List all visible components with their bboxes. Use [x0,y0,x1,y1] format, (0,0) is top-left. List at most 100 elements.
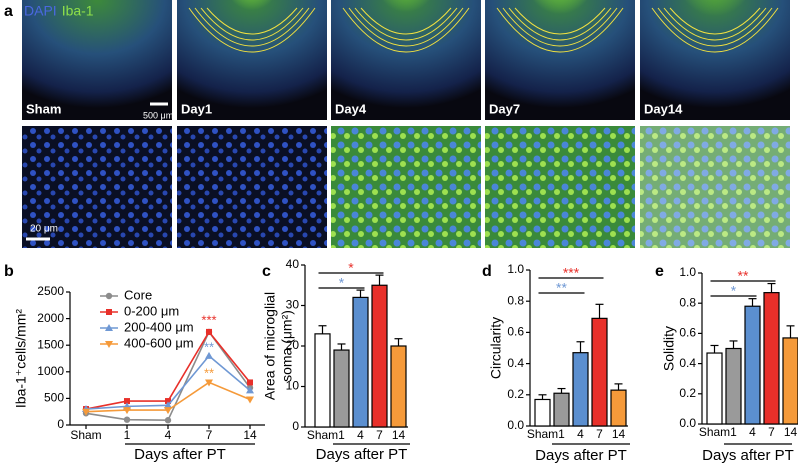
micrograph-bottom [177,126,327,248]
point [123,407,131,415]
x-tick-label: 1 [558,427,565,441]
lesion [671,0,759,60]
x-axis-label: Days after PT [535,447,627,464]
micrograph-top [22,0,172,120]
stain-label: Iba-1 [62,3,94,19]
y-axis-label: Circularity [488,317,504,379]
y-tick-label: 1.0 [507,262,524,276]
panel-name: Day14 [644,101,683,116]
roi-contour [348,7,464,47]
x-tick-label: Sham [307,428,338,442]
y-axis-label: Area of microglial [262,292,278,400]
lesion [522,0,598,50]
significance-label: ** [556,280,567,296]
x-tick-label: 14 [612,427,626,441]
bar [572,352,589,427]
y-axis-label: Iba-1⁺cells/mm² [13,309,29,409]
y-tick-label: 2500 [37,284,64,298]
panel-label: a [4,3,13,20]
annotation: ** [204,365,214,380]
x-axis-label: Days after PT [316,446,408,463]
y-tick-label: 0.4 [679,356,696,370]
panel-label: d [482,263,492,280]
scale-label: 500 μm [143,110,173,120]
significance-label: *** [563,265,580,281]
x-tick-label: Sham [527,427,558,441]
y-tick-label: 10 [286,379,300,393]
significance-label: * [731,283,737,299]
y-tick-label: 0.0 [507,418,524,432]
bar [534,398,551,427]
bar [352,296,369,428]
x-tick-label: 14 [243,428,257,442]
point [123,416,131,423]
point [247,379,253,386]
x-tick-label: 7 [768,425,775,439]
bar [706,352,723,425]
micrograph-bottom [22,126,172,248]
y-tick-label: 0.4 [507,356,524,370]
roi-contour [354,7,458,41]
annotation: ** [204,339,214,354]
x-tick-label: 7 [596,427,603,441]
y-tick-label: 2000 [37,311,64,325]
roi-contour [663,7,767,41]
panel-name: Sham [26,101,61,116]
y-tick-label: 40 [286,257,300,271]
bar [610,389,627,427]
x-tick-label: 4 [577,427,584,441]
roi-contour [188,7,316,53]
bar [390,345,407,428]
x-tick-label: 1 [730,425,737,439]
y-tick-label: 20 [286,338,300,352]
x-tick-label: 4 [165,428,172,442]
x-tick-label: 4 [357,428,364,442]
bar [782,337,798,425]
bar [591,317,608,427]
stain-label: DAPI [24,3,57,19]
panel-name: Day7 [489,101,520,116]
point [164,401,172,409]
legend-marker [106,309,112,315]
point [124,398,130,405]
micrograph-bottom [485,126,635,248]
point [205,379,213,387]
legend-label: Core [124,287,152,302]
roi-contour [496,7,624,53]
roi-contour [200,7,304,41]
bar [763,292,780,425]
point [206,328,212,335]
micrograph-bottom [331,126,481,248]
x-tick-label: 14 [392,428,406,442]
x-tick-label: 7 [376,428,383,442]
legend-marker [105,324,113,331]
x-tick-label: 4 [749,425,756,439]
roi-contour [669,7,761,35]
x-tick-label: Sham [70,428,101,442]
point [205,351,213,359]
point [246,386,254,394]
y-tick-label: 500 [44,391,64,405]
lesion [374,0,438,40]
y-tick-label: 0.8 [507,293,524,307]
legend-label: 0-200 μm [124,303,179,318]
point [82,408,90,416]
x-tick-label: 1 [124,428,131,442]
roi-contour [194,7,310,47]
roi-contour [508,7,612,41]
panel-label: c [262,263,271,280]
bar [371,284,388,428]
x-axis-label: Days after PT [134,446,226,463]
micrograph-bottom [640,126,790,248]
panel-name: Day1 [181,101,212,116]
bar [553,392,570,427]
y-axis-label: Solidity [661,326,677,371]
significance-label: * [348,260,354,276]
y-tick-label: 0.8 [679,295,696,309]
x-tick-label: 1 [338,428,345,442]
roi-contour [651,7,779,53]
legend-label: 200-400 μm [124,319,194,334]
roi-contour [360,7,452,35]
y-tick-label: 0.0 [679,416,696,430]
y-tick-label: 1.0 [679,265,696,279]
